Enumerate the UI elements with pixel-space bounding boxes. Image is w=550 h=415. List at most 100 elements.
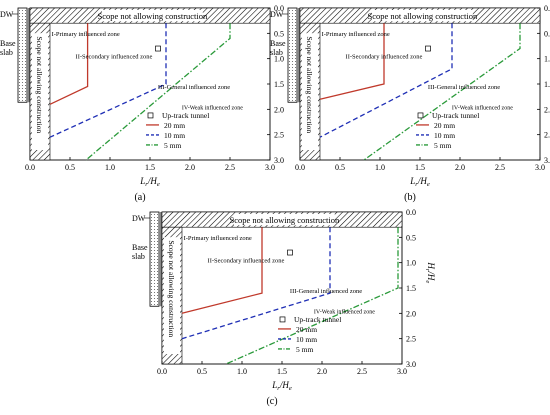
zone-label-secondary: II-Secondary influenced zone <box>76 54 153 61</box>
y-tick-label: 0.5 <box>274 29 284 38</box>
no-construction-side-label-bg <box>164 237 180 354</box>
panel-label: (b) <box>404 192 416 203</box>
base-slab-label: slab <box>132 252 145 261</box>
x-tick-label: 2.5 <box>495 163 505 172</box>
y-tick-label: 2.0 <box>544 105 550 114</box>
legend-label: 20 mm <box>164 121 185 130</box>
x-tick-label: 3.0 <box>535 163 545 172</box>
zone-label-primary: I-Primary influenced zone <box>322 31 390 38</box>
x-tick-label: 2.0 <box>455 163 465 172</box>
base-slab-edge <box>297 8 300 103</box>
legend-label: 5 mm <box>296 345 313 354</box>
diaphragm-wall <box>17 7 28 103</box>
y-tick-label: 3.0 <box>274 156 284 165</box>
series-line-10mm <box>181 227 331 340</box>
no-construction-side-label: Scope not allowing construction <box>167 240 176 337</box>
no-construction-top-label: Scope not allowing construction <box>98 11 209 21</box>
zone-label-secondary: II-Secondary influenced zone <box>346 54 423 61</box>
x-tick-label: 0.5 <box>197 367 207 376</box>
dw-label: DW <box>0 10 14 19</box>
y-tick-label: 0.0 <box>406 208 416 217</box>
dw-label: DW <box>132 214 146 223</box>
y-tick-label: 2.0 <box>406 309 416 318</box>
series-line-10mm <box>319 23 453 138</box>
no-construction-top-label-bg <box>234 214 335 226</box>
legend-label: 5 mm <box>164 141 181 150</box>
x-axis-label: Lr/He <box>271 380 292 392</box>
x-tick-label: 1.5 <box>277 367 287 376</box>
zone-label-general: III-General influenced zone <box>428 84 500 91</box>
y-tick-label: 2.5 <box>274 131 284 140</box>
x-tick-label: 2.5 <box>357 367 367 376</box>
x-tick-label: 1.5 <box>145 163 155 172</box>
legend-label: 20 mm <box>296 325 317 334</box>
no-construction-side-label: Scope not allowing construction <box>35 36 44 133</box>
x-tick-label: 2.5 <box>225 163 235 172</box>
y-tick-label: 1.0 <box>544 55 550 64</box>
no-construction-top-label: Scope not allowing construction <box>230 215 341 225</box>
base-slab-label: Base <box>270 39 286 48</box>
x-tick-label: 0.0 <box>157 367 167 376</box>
y-tick-label: 0.0 <box>544 4 550 13</box>
legend-marker-label: Up-track tunnel <box>162 111 209 120</box>
x-tick-label: 0.0 <box>25 163 35 172</box>
y-tick-label: 2.5 <box>544 131 550 140</box>
zone-label-general: III-General influenced zone <box>290 288 362 295</box>
x-tick-label: 0.5 <box>335 163 345 172</box>
series-line-5mm <box>363 23 521 161</box>
x-tick-label: 1.0 <box>237 367 247 376</box>
no-construction-top-label-bg <box>102 10 203 22</box>
x-tick-label: 3.0 <box>265 163 275 172</box>
y-tick-label: 3.0 <box>406 360 416 369</box>
x-tick-label: 0.0 <box>295 163 305 172</box>
series-line-10mm <box>49 23 167 138</box>
zone-label-weak: IV-Weak influenced zone <box>182 104 243 111</box>
up-track-tunnel-marker <box>425 45 431 52</box>
legend-label: 5 mm <box>434 141 451 150</box>
legend-marker-label: Up-track tunnel <box>432 111 479 120</box>
up-track-tunnel-marker <box>287 249 293 256</box>
dw-label: DW <box>270 10 284 19</box>
no-construction-side-label-bg <box>302 33 318 151</box>
y-tick-label: 0.5 <box>406 233 416 242</box>
x-tick-label: 0.5 <box>65 163 75 172</box>
x-tick-label: 2.0 <box>185 163 195 172</box>
legend-label: 10 mm <box>164 131 185 140</box>
y-tick-label: 1.5 <box>544 80 550 89</box>
zone-label-weak: IV-Weak influenced zone <box>452 104 513 111</box>
x-axis-label: Lr/He <box>139 176 160 188</box>
legend-marker-icon <box>417 112 424 119</box>
legend-marker-icon <box>279 316 286 323</box>
x-tick-label: 1.0 <box>105 163 115 172</box>
x-tick-label: 3.0 <box>397 367 407 376</box>
zone-label-primary: I-Primary influenced zone <box>184 235 252 242</box>
x-tick-label: 2.0 <box>317 367 327 376</box>
base-slab-label: slab <box>270 48 283 57</box>
series-line-20mm <box>181 227 263 314</box>
legend-label: 10 mm <box>296 335 317 344</box>
y-tick-label: 1.0 <box>274 55 284 64</box>
panel-label: (c) <box>266 396 277 407</box>
y-tick-label: 0.5 <box>544 29 550 38</box>
no-construction-side-label-bg <box>32 33 48 151</box>
legend-marker-label: Up-track tunnel <box>294 315 341 324</box>
series-line-5mm <box>85 23 231 161</box>
no-construction-top-label: Scope not allowing construction <box>368 11 479 21</box>
diaphragm-wall <box>149 211 160 307</box>
base-slab-label: Base <box>0 39 16 48</box>
zone-label-general: III-General influenced zone <box>158 84 230 91</box>
panel-label: (a) <box>134 192 145 203</box>
base-slab-edge <box>159 212 162 307</box>
y-tick-label: 2.0 <box>274 105 284 114</box>
base-slab-label: slab <box>0 48 13 57</box>
y-tick-label: 2.5 <box>406 335 416 344</box>
x-axis-label: Lr/He <box>409 176 430 188</box>
y-tick-label: 1.5 <box>274 80 284 89</box>
series-line-20mm <box>319 23 385 100</box>
x-tick-label: 1.5 <box>415 163 425 172</box>
zone-label-primary: I-Primary influenced zone <box>52 31 120 38</box>
